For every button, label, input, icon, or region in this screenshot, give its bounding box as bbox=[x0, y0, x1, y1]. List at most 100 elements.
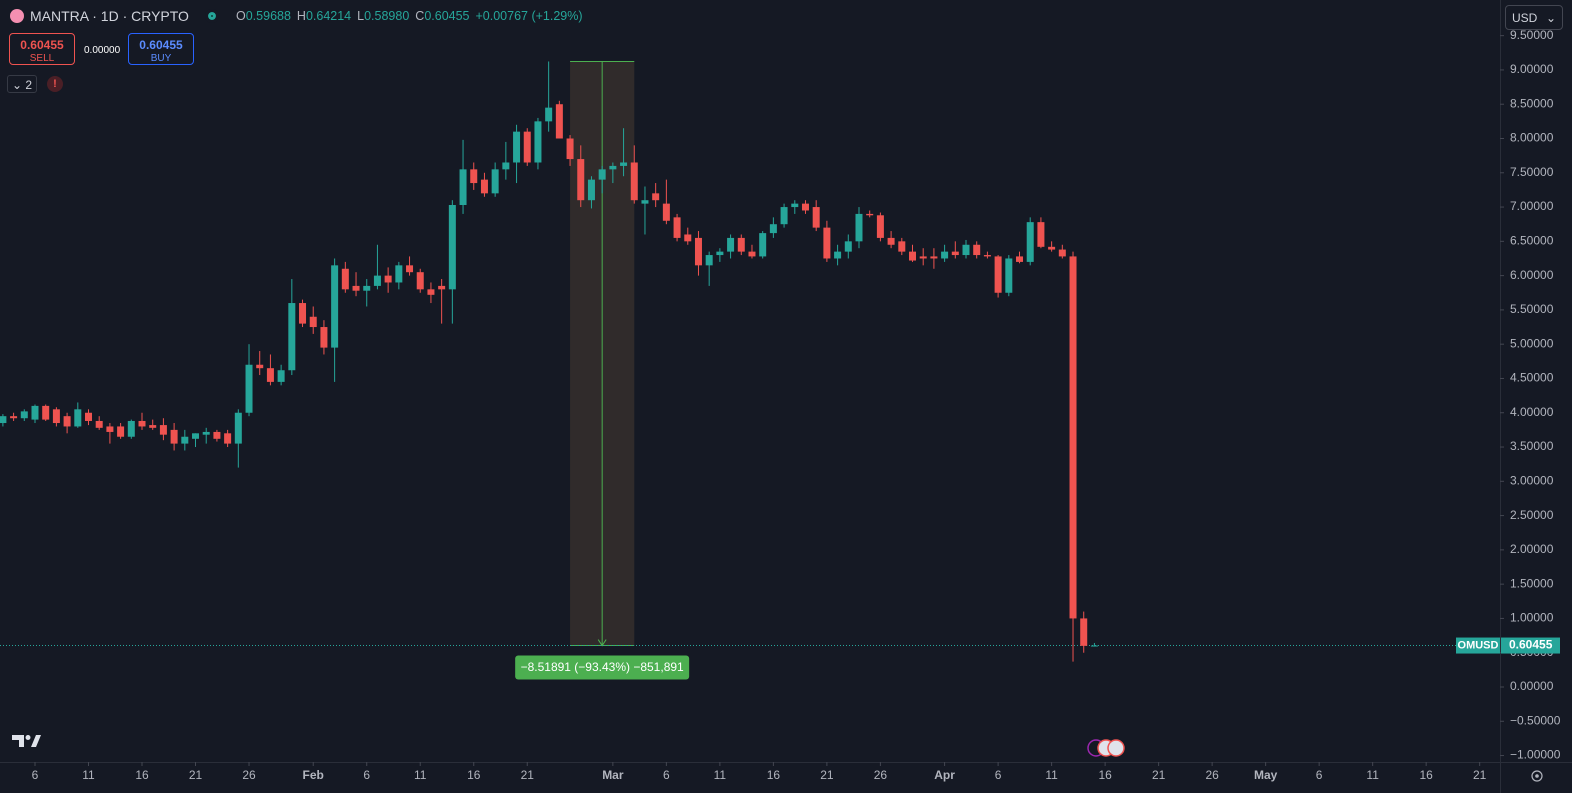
candle-body bbox=[299, 303, 307, 324]
candles bbox=[0, 61, 1098, 662]
candle-body bbox=[117, 426, 125, 437]
ohlc-key: H bbox=[296, 9, 306, 23]
sell-label: SELL bbox=[29, 53, 55, 64]
candle-body bbox=[406, 265, 414, 273]
y-tick-label: 7.00000 bbox=[1510, 199, 1554, 213]
y-tick-label: 8.50000 bbox=[1510, 96, 1554, 110]
y-tick-label: 5.50000 bbox=[1510, 302, 1554, 316]
candle-body bbox=[127, 420, 135, 437]
candle-body bbox=[855, 213, 863, 242]
candle-body bbox=[812, 207, 820, 228]
candle-body bbox=[748, 251, 756, 257]
x-tick-label: Mar bbox=[602, 768, 624, 782]
currency-select[interactable]: USD ⌄ bbox=[1505, 5, 1563, 30]
candle-body bbox=[523, 131, 531, 163]
settings-icon[interactable] bbox=[1531, 770, 1543, 782]
x-tick-label: 11 bbox=[82, 768, 95, 782]
candle-body bbox=[170, 429, 178, 444]
candle-body bbox=[106, 426, 114, 432]
candle-body bbox=[673, 217, 681, 238]
market-status[interactable] bbox=[204, 9, 219, 23]
measure-label: −8.51891 (−93.43%) −851,891 bbox=[521, 660, 684, 674]
candle-body bbox=[470, 169, 478, 184]
candle-body bbox=[245, 364, 253, 413]
candle-body bbox=[1016, 256, 1024, 262]
candle-body bbox=[1090, 645, 1098, 647]
symbol-tag: OMUSD bbox=[1458, 639, 1499, 651]
candle-body bbox=[84, 412, 92, 421]
candle-body bbox=[1048, 246, 1056, 250]
chevron: ⌄ bbox=[11, 78, 26, 92]
price-axis bbox=[1500, 0, 1572, 793]
candle-body bbox=[20, 411, 28, 419]
warning-icon[interactable]: ! bbox=[47, 76, 63, 92]
candle-body bbox=[534, 121, 542, 163]
candle-body bbox=[994, 256, 1002, 293]
x-tick-label: 26 bbox=[874, 768, 888, 782]
candle-body bbox=[737, 237, 745, 252]
y-tick-label: 1.00000 bbox=[1510, 611, 1554, 625]
x-tick-label: 21 bbox=[189, 768, 203, 782]
y-tick-label: 3.00000 bbox=[1510, 473, 1554, 487]
sell-button[interactable]: 0.60455 SELL bbox=[9, 33, 75, 65]
x-tick-label: 26 bbox=[242, 768, 256, 782]
candle-body bbox=[587, 179, 595, 201]
candle-body bbox=[459, 169, 467, 206]
ohlc-value: 0.59688 bbox=[245, 9, 291, 23]
candle-body bbox=[641, 200, 649, 204]
candle-body bbox=[363, 285, 371, 291]
candle-body bbox=[652, 193, 660, 201]
x-tick-label: 6 bbox=[363, 768, 370, 782]
candle-body bbox=[513, 131, 521, 163]
buy-button[interactable]: 0.60455 BUY bbox=[128, 33, 194, 65]
tv-logo bbox=[12, 735, 41, 747]
sell-price: 0.60455 bbox=[20, 38, 64, 52]
candle-body bbox=[759, 233, 767, 257]
candle-body bbox=[919, 256, 927, 259]
candle-body bbox=[213, 431, 221, 439]
ohlc-value: 0.60455 bbox=[424, 9, 470, 23]
indicators-toggle[interactable]: ⌄ 2 bbox=[7, 75, 37, 93]
ohlc-change: +0.00767 (+1.29%) bbox=[475, 9, 583, 23]
x-tick-label: 16 bbox=[1419, 768, 1433, 782]
candle-body bbox=[1037, 222, 1045, 247]
candle-body bbox=[288, 303, 296, 371]
chevron: ⌄ bbox=[1545, 11, 1556, 25]
ohlc-open: O0.59688 bbox=[236, 9, 291, 23]
x-tick-label: 6 bbox=[32, 768, 39, 782]
candle-body bbox=[42, 405, 50, 420]
candle-body bbox=[373, 275, 381, 286]
x-tick-label: Feb bbox=[303, 768, 324, 782]
ohlc-close: C0.60455 bbox=[415, 9, 469, 23]
y-tick-label: 6.00000 bbox=[1510, 268, 1554, 282]
candle-body bbox=[1080, 618, 1088, 646]
candle-body bbox=[801, 203, 809, 211]
y-tick-label: 7.50000 bbox=[1510, 165, 1554, 179]
event-icons[interactable] bbox=[1087, 739, 1125, 757]
buy-price: 0.60455 bbox=[139, 38, 183, 52]
candle-body bbox=[1026, 222, 1034, 262]
candle-body bbox=[844, 241, 852, 252]
y-tick-label: 9.50000 bbox=[1510, 28, 1554, 42]
y-tick-label: 3.50000 bbox=[1510, 439, 1554, 453]
candle-body bbox=[224, 433, 232, 444]
candle-body bbox=[705, 255, 713, 266]
buy-label: BUY bbox=[150, 53, 172, 64]
candle-body bbox=[427, 289, 435, 295]
candle-body bbox=[866, 213, 874, 216]
candle-body bbox=[716, 251, 724, 256]
x-tick-label: 16 bbox=[467, 768, 481, 782]
candle-body bbox=[684, 234, 692, 242]
candle-body bbox=[577, 159, 585, 201]
candle-body bbox=[962, 244, 970, 256]
candle-body bbox=[491, 169, 499, 194]
ohlc-key: O bbox=[236, 9, 246, 23]
candle-body bbox=[908, 251, 916, 261]
candle-body bbox=[769, 224, 777, 234]
symbol-title[interactable]: MANTRA · 1D · CRYPTO bbox=[10, 8, 219, 24]
candle-body bbox=[181, 436, 189, 444]
candle-body bbox=[545, 107, 553, 122]
y-tick-label: 8.00000 bbox=[1510, 131, 1554, 145]
x-tick-label: 21 bbox=[521, 768, 535, 782]
